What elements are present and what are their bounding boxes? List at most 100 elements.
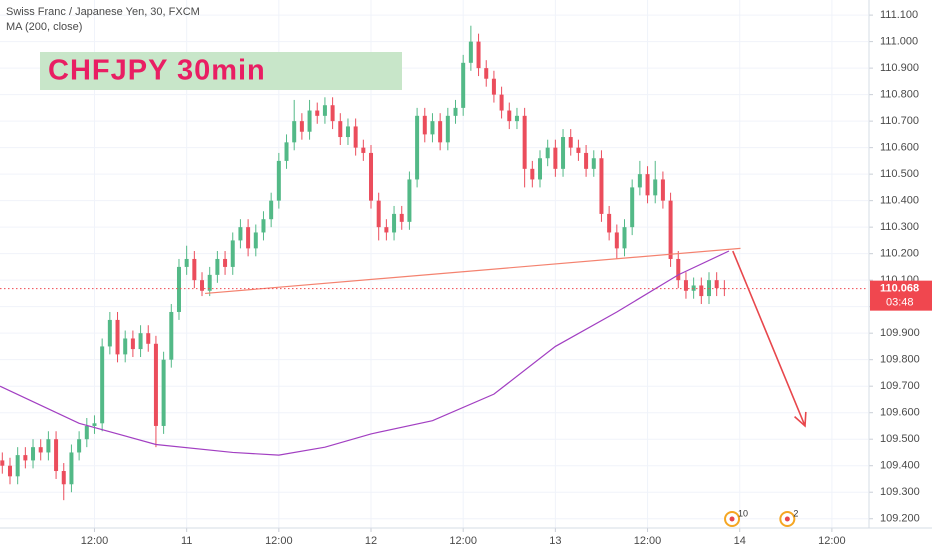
candle-body xyxy=(138,333,143,350)
candle-body xyxy=(284,142,289,161)
arrow-line xyxy=(732,250,806,427)
candle-body xyxy=(545,147,550,159)
candle-body xyxy=(31,447,36,461)
candle-body xyxy=(192,258,197,281)
indicator-label: MA (200, close) xyxy=(6,21,82,33)
candle-body xyxy=(499,94,504,111)
candle-body xyxy=(100,346,105,424)
y-tick-label: 109.700 xyxy=(880,380,920,392)
candle-body xyxy=(407,179,412,222)
candle-body xyxy=(614,232,619,249)
x-tick-label: 11 xyxy=(181,535,192,547)
candle-body xyxy=(630,187,635,228)
candle-body xyxy=(538,158,543,180)
candle-body xyxy=(430,121,435,135)
candle-body xyxy=(607,213,612,233)
candle-body xyxy=(691,285,696,291)
candle-body xyxy=(184,258,189,267)
candle-body xyxy=(38,447,43,453)
candle-body xyxy=(15,455,20,477)
y-tick-label: 109.200 xyxy=(880,513,920,525)
moving-average-line xyxy=(0,250,730,456)
badge-text: CHFJPY 30min xyxy=(48,55,266,87)
candle-body xyxy=(253,232,258,249)
y-tick-label: 109.400 xyxy=(880,460,920,472)
trendline xyxy=(205,247,741,295)
candle-body xyxy=(46,439,51,453)
candle-body xyxy=(292,121,297,143)
candle-body xyxy=(415,115,420,180)
candle-body xyxy=(146,333,151,344)
candle-body xyxy=(69,452,74,485)
countdown-label: 03:48 xyxy=(886,297,914,309)
candle-body xyxy=(107,319,112,347)
candle-body xyxy=(77,439,82,453)
candle-body xyxy=(376,200,381,228)
candle-body xyxy=(653,179,658,196)
event-marker-label: 10 xyxy=(738,508,748,518)
y-tick-label: 109.300 xyxy=(880,486,920,498)
candle-body xyxy=(445,115,450,143)
candle-body xyxy=(7,465,12,477)
candle-body xyxy=(530,168,535,180)
candle-body xyxy=(223,258,228,267)
candle-body xyxy=(637,174,642,188)
candle-body xyxy=(0,460,5,466)
candle-body xyxy=(169,311,174,360)
y-tick-label: 110.400 xyxy=(880,195,919,207)
y-tick-label: 110.200 xyxy=(880,248,919,260)
candle-body xyxy=(353,126,358,148)
candle-body xyxy=(315,110,320,116)
y-tick-label: 111.000 xyxy=(880,36,918,48)
candle-body xyxy=(522,115,527,169)
candle-body xyxy=(484,68,489,79)
candle-body xyxy=(461,62,466,108)
y-tick-label: 110.800 xyxy=(880,89,919,101)
candle-body xyxy=(61,471,66,485)
candle-body xyxy=(54,439,59,472)
candle-body xyxy=(23,455,28,461)
candle-body xyxy=(491,78,496,95)
candle-body xyxy=(153,343,158,426)
chart-title: Swiss Franc / Japanese Yen, 30, FXCM xyxy=(6,6,200,18)
candle-body xyxy=(200,280,205,291)
candle-body xyxy=(345,126,350,138)
candle-body xyxy=(338,121,343,138)
candle-body xyxy=(330,105,335,122)
event-marker-dot xyxy=(784,516,790,522)
candle-body xyxy=(246,227,251,249)
candle-body xyxy=(714,280,719,289)
candle-body xyxy=(591,158,596,169)
candle-body xyxy=(276,160,281,201)
candle-body xyxy=(322,105,327,116)
y-tick-label: 109.800 xyxy=(880,354,920,366)
x-tick-label: 12:00 xyxy=(449,535,477,547)
last-price-tag xyxy=(870,280,932,311)
y-tick-label: 110.700 xyxy=(880,115,919,127)
candle-body xyxy=(215,258,220,275)
candle-body xyxy=(207,274,212,291)
event-marker-label: 2 xyxy=(793,508,798,518)
arrow-head xyxy=(794,411,807,428)
x-tick-label: 12 xyxy=(365,535,377,547)
y-tick-label: 110.300 xyxy=(880,221,919,233)
candle-body xyxy=(123,338,128,355)
y-tick-label: 110.900 xyxy=(880,62,919,74)
candle-body xyxy=(683,280,688,291)
candle-body xyxy=(476,41,481,69)
candle-body xyxy=(238,227,243,241)
y-tick-label: 110.600 xyxy=(880,142,919,154)
event-marker-dot xyxy=(729,516,735,522)
candle-body xyxy=(568,137,573,148)
x-tick-label: 12:00 xyxy=(634,535,662,547)
candle-body xyxy=(84,425,89,440)
badge-box xyxy=(40,52,402,90)
candle-body xyxy=(384,227,389,233)
candle-body xyxy=(706,280,711,297)
candle-body xyxy=(453,107,458,116)
candle-body xyxy=(438,121,443,143)
candle-body xyxy=(668,200,673,259)
candle-body xyxy=(561,137,566,169)
